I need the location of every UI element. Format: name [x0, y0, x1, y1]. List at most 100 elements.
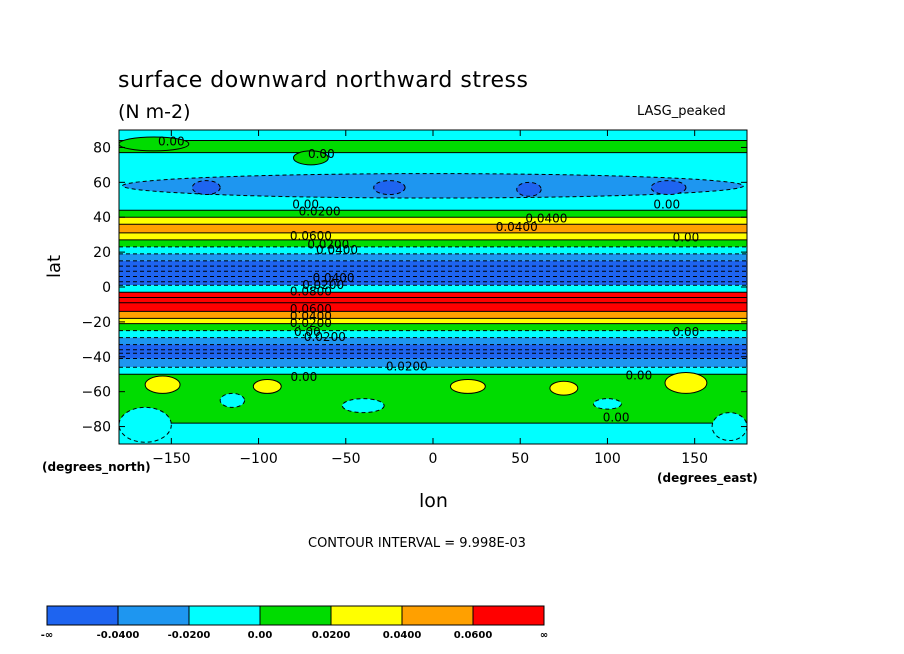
contour-band [119, 344, 747, 359]
contour-interval-text: CONTOUR INTERVAL = 9.998E-03 [308, 536, 526, 551]
contour-band [119, 217, 747, 225]
contour-band [119, 318, 747, 324]
contour-band [119, 311, 747, 319]
contour-label: 0.0200 [304, 330, 346, 344]
colorbar-label: ∞ [540, 630, 548, 641]
contour-patch [341, 398, 385, 414]
contour-label: 0.00 [292, 198, 319, 212]
y-tick-label: −20 [81, 315, 111, 331]
contour-label: 0.0200 [307, 238, 349, 252]
colorbar-swatch [46, 605, 119, 626]
y-tick-label: 60 [93, 175, 111, 191]
colorbar-label: 0.0200 [312, 630, 351, 641]
contour-band [119, 374, 747, 424]
contour-patch [516, 181, 542, 197]
contour-band [119, 140, 747, 153]
contour-label: 0.0200 [299, 204, 341, 218]
colorbar-label: -0.0400 [97, 630, 140, 641]
contour-label: 0.0200 [386, 360, 428, 374]
contour-label: 0.0800 [290, 285, 332, 299]
y-axis-units: (degrees_north) [42, 460, 151, 474]
contour-label: 0.0400 [525, 211, 567, 225]
contour-label: 0.00 [673, 231, 700, 245]
contour-label: 0.0400 [496, 220, 538, 234]
contour-band [119, 253, 747, 261]
colorbar-label: 0.0400 [383, 630, 422, 641]
contour-patch [219, 392, 246, 408]
contour-patch [252, 378, 282, 394]
contour-band [119, 285, 747, 293]
contour-label: 0.00 [603, 410, 630, 424]
contour-band [119, 224, 747, 233]
colorbar-swatch [188, 605, 261, 626]
contour-band [119, 239, 747, 247]
contour-band [119, 260, 747, 286]
contour-label: 0.0400 [313, 271, 355, 285]
contour-label: 0.00 [308, 147, 335, 161]
y-tick-label: −80 [81, 420, 111, 436]
contour-patch [119, 136, 190, 152]
contour-band [119, 330, 747, 338]
y-tick-label: 20 [93, 245, 111, 261]
contour-patch [191, 180, 221, 196]
y-tick-label: −60 [81, 385, 111, 401]
contour-band [119, 423, 747, 444]
colorbar-label: -∞ [41, 630, 53, 641]
contour-band [119, 210, 747, 218]
contour-label: 0.00 [673, 325, 700, 339]
contour-patch [664, 371, 708, 394]
contour-band [119, 337, 747, 345]
contour-patch [292, 150, 329, 166]
contour-label: 0.0400 [316, 243, 358, 257]
contour-patch [144, 375, 181, 394]
chart-units: (N m-2) [118, 101, 191, 123]
y-tick-label: −40 [81, 350, 111, 366]
contour-label: 0.00 [291, 370, 318, 384]
y-tick-label: 80 [93, 140, 111, 156]
x-axis-label: lon [419, 490, 448, 512]
colorbar-swatch [259, 605, 332, 626]
contour-label: 0.0400 [290, 309, 332, 323]
contour-label: 0.0600 [290, 302, 332, 316]
colorbar-label: 0.00 [248, 630, 273, 641]
colorbar-label: -0.0200 [168, 630, 211, 641]
contour-band [119, 246, 747, 254]
contour-patch [549, 380, 579, 396]
plot-area: 0.000.000.000.0200 0.04000.04000.000.0600… [119, 130, 747, 444]
colorbar-swatch [330, 605, 403, 626]
contour-label: 0.00 [625, 368, 652, 382]
chart-title: surface downward northward stress [118, 68, 529, 93]
colorbar-swatch [117, 605, 190, 626]
contour-band [119, 232, 747, 240]
contour-patch [650, 180, 687, 196]
x-axis-units: (degrees_east) [657, 471, 758, 485]
x-tick-label: −150 [152, 451, 190, 467]
x-tick-label: 50 [511, 451, 529, 467]
x-tick-label: 0 [429, 451, 438, 467]
contour-patch [373, 180, 406, 196]
colorbar-swatch [401, 605, 474, 626]
contour-label: 0.00 [158, 135, 185, 149]
y-tick-label: 40 [93, 210, 111, 226]
contour-label: 0.00 [653, 198, 680, 212]
contour-label: 0.0200 [290, 316, 332, 330]
contour-label: 0.00 [294, 325, 321, 339]
contour-label: 0.0200 [302, 278, 344, 292]
y-tick-label: 0 [102, 280, 111, 296]
contour-band [119, 292, 747, 312]
x-tick-label: −100 [239, 451, 277, 467]
contour-patch [121, 173, 745, 199]
contour-patch [119, 406, 172, 443]
contour-band [119, 367, 747, 375]
colorbar-swatch [472, 605, 545, 626]
dataset-label: LASG_peaked [637, 104, 726, 119]
x-tick-label: 100 [594, 451, 621, 467]
x-tick-label: 150 [681, 451, 708, 467]
contour-label: 0.0600 [290, 229, 332, 243]
colorbar-label: 0.0600 [454, 630, 493, 641]
contour-patch [592, 398, 622, 410]
x-tick-label: −50 [331, 451, 361, 467]
contour-patch [449, 378, 486, 394]
contour-band [119, 323, 747, 331]
